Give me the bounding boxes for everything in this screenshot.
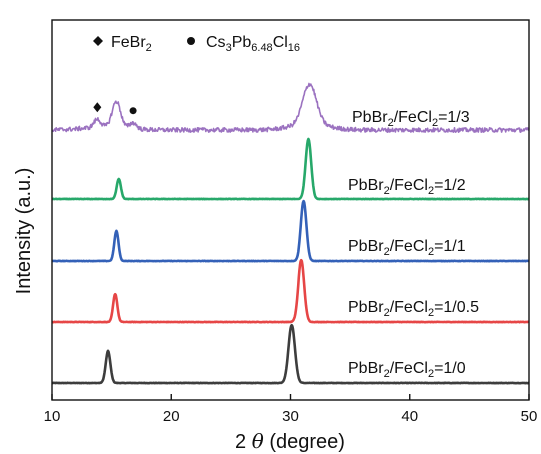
series-label: PbBr2/FeCl2=1/1 <box>348 238 466 258</box>
series-label: PbBr2/FeCl2=1/3 <box>352 109 470 129</box>
x-tick-label: 10 <box>44 408 61 425</box>
y-axis-label: Intensity (a.u.) <box>13 168 35 295</box>
legend-diamond-icon <box>93 36 103 46</box>
x-ticks: 10 20 30 40 50 <box>44 394 538 425</box>
series-label: PbBr2/FeCl2=1/2 <box>348 177 466 197</box>
x-axis-label-suffix: (degree) <box>269 431 345 453</box>
x-tick-label: 20 <box>163 408 180 425</box>
x-tick-label: 40 <box>401 408 418 425</box>
x-axis-label-theta: θ <box>252 429 264 453</box>
x-axis-label: 2 θ (degree) <box>235 429 345 453</box>
x-tick-label: 50 <box>521 408 538 425</box>
legend: FeBr2 Cs3Pb6.48Cl16 <box>93 34 300 54</box>
series-label: PbBr2/FeCl2=1/0 <box>348 360 466 380</box>
x-axis-label-prefix: 2 <box>235 431 246 453</box>
series-layer <box>52 84 529 384</box>
x-tick-label: 30 <box>282 408 299 425</box>
plot-frame <box>52 20 529 400</box>
legend-label-cspbcl: Cs3Pb6.48Cl16 <box>206 34 300 54</box>
diamond-marker <box>93 102 101 112</box>
series-labels: PbBr2/FeCl2=1/0 PbBr2/FeCl2=1/0.5 PbBr2/Fe… <box>348 109 479 380</box>
legend-circle-icon <box>187 37 195 45</box>
series-label: PbBr2/FeCl2=1/0.5 <box>348 299 479 319</box>
circle-marker <box>130 107 137 114</box>
legend-label-febr2: FeBr2 <box>111 34 152 54</box>
